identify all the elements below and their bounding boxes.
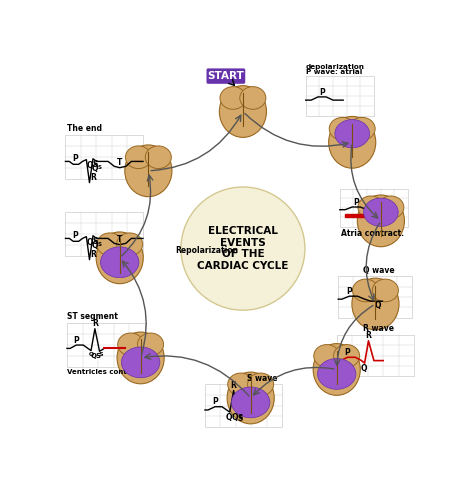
Text: Ventricles contract.: Ventricles contract. — [67, 369, 145, 375]
Text: depolarization: depolarization — [306, 64, 365, 70]
Bar — [337, 335, 414, 376]
Ellipse shape — [314, 345, 340, 367]
Ellipse shape — [145, 146, 171, 169]
Text: P: P — [73, 231, 78, 240]
Ellipse shape — [329, 117, 356, 140]
Ellipse shape — [358, 196, 384, 218]
Text: P wave: atrial: P wave: atrial — [306, 69, 362, 74]
Bar — [340, 188, 408, 227]
Text: S: S — [97, 242, 101, 246]
Text: T: T — [117, 158, 122, 167]
Ellipse shape — [117, 332, 164, 384]
Ellipse shape — [227, 372, 274, 424]
Text: ST segment: ST segment — [67, 312, 118, 321]
Ellipse shape — [352, 278, 399, 330]
Text: P: P — [212, 397, 218, 406]
Text: P: P — [353, 198, 359, 207]
Text: S: S — [97, 165, 101, 170]
Text: R: R — [90, 250, 96, 259]
Ellipse shape — [100, 247, 139, 278]
Text: The end: The end — [67, 124, 102, 133]
Ellipse shape — [219, 86, 266, 138]
Bar — [67, 322, 145, 367]
Ellipse shape — [118, 333, 144, 356]
Ellipse shape — [96, 232, 143, 283]
Text: Q: Q — [86, 238, 93, 246]
Text: Q: Q — [375, 302, 381, 311]
Text: Repolarization: Repolarization — [175, 246, 238, 254]
Text: Q: Q — [91, 241, 98, 249]
Text: Q: Q — [226, 413, 232, 422]
Text: Q: Q — [88, 351, 94, 356]
Ellipse shape — [335, 119, 370, 148]
Bar — [65, 135, 143, 179]
Ellipse shape — [247, 373, 273, 396]
Ellipse shape — [137, 333, 164, 356]
Text: QS: QS — [90, 353, 101, 359]
Text: S wave: S wave — [247, 374, 277, 383]
Ellipse shape — [353, 279, 379, 302]
Text: S: S — [238, 415, 242, 420]
Text: START: START — [208, 71, 244, 81]
Text: R: R — [90, 174, 96, 182]
Text: R: R — [231, 381, 237, 390]
Ellipse shape — [126, 146, 152, 169]
Ellipse shape — [318, 358, 356, 389]
Ellipse shape — [231, 387, 270, 418]
Text: R: R — [365, 331, 372, 341]
Text: T: T — [117, 235, 122, 244]
Text: Q: Q — [361, 363, 367, 373]
Text: P: P — [73, 154, 78, 163]
Circle shape — [181, 187, 305, 310]
Text: S: S — [92, 237, 98, 246]
Ellipse shape — [357, 195, 404, 246]
Bar — [65, 211, 143, 256]
Text: P: P — [73, 336, 79, 345]
Ellipse shape — [220, 87, 246, 109]
Bar — [205, 384, 283, 427]
FancyBboxPatch shape — [207, 69, 245, 84]
Text: P: P — [319, 88, 325, 97]
Ellipse shape — [125, 145, 172, 197]
Text: Q: Q — [91, 164, 98, 173]
Ellipse shape — [328, 116, 376, 168]
Ellipse shape — [349, 117, 375, 140]
Text: Q: Q — [86, 161, 93, 170]
Ellipse shape — [313, 344, 360, 395]
Text: Atria contract.: Atria contract. — [341, 229, 404, 238]
Ellipse shape — [334, 345, 360, 367]
Text: S: S — [99, 352, 103, 357]
Bar — [306, 76, 374, 116]
Text: S: S — [237, 414, 243, 423]
Ellipse shape — [373, 279, 398, 302]
Ellipse shape — [117, 233, 143, 255]
Text: S: S — [92, 160, 98, 169]
Ellipse shape — [364, 198, 398, 226]
Text: R: R — [92, 319, 98, 328]
Text: P: P — [345, 348, 350, 357]
Ellipse shape — [240, 87, 266, 109]
Ellipse shape — [228, 373, 254, 396]
Text: ELECTRICAL
EVENTS
OF THE
CARDIAC CYCLE: ELECTRICAL EVENTS OF THE CARDIAC CYCLE — [197, 226, 289, 271]
Text: R wave: R wave — [363, 324, 394, 333]
Bar — [345, 214, 371, 217]
Ellipse shape — [378, 196, 404, 218]
Ellipse shape — [97, 233, 123, 255]
Text: Q wave: Q wave — [363, 266, 395, 275]
Ellipse shape — [121, 347, 160, 378]
Text: Q: Q — [232, 414, 238, 423]
Bar — [338, 276, 412, 318]
Text: P: P — [346, 287, 352, 296]
